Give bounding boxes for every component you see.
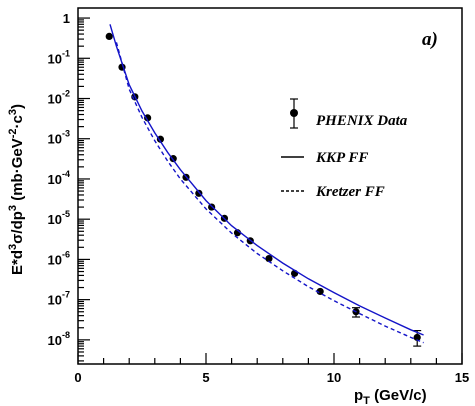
x-tick-label: 0 [74, 370, 81, 385]
data-point [105, 32, 113, 40]
data-point [144, 114, 152, 122]
y-tick-label: 10-6 [48, 249, 70, 267]
y-tick-label: 10-2 [48, 89, 70, 107]
data-point [265, 254, 273, 263]
x-axis-title: pT (GeV/c) [354, 387, 427, 406]
plot-frame [77, 7, 463, 365]
legend-data-label: PHENIX Data [316, 113, 408, 129]
y-tick-label: 10-3 [48, 129, 70, 147]
legend-kkp-label: KKP FF [315, 150, 368, 166]
y-axis: 1 10-1 10-2 10-3 10-4 10-5 10-6 10-7 10-8 [48, 11, 90, 362]
y-tick-label: 10-4 [48, 169, 70, 187]
panel-label: a) [422, 29, 438, 50]
y-axis-title: E*d3σ/dp3 (mb·GeV-2·c3) [7, 104, 26, 275]
data-point [316, 287, 324, 296]
legend-data-marker [290, 109, 298, 117]
data-point [413, 333, 421, 342]
y-tick-label: 10-7 [48, 290, 70, 308]
y-tick-label: 10-8 [48, 330, 70, 348]
x-tick-label: 15 [455, 370, 469, 385]
x-tick-label: 10 [327, 370, 341, 385]
legend: PHENIX Data KKP FF Kretzer FF [281, 98, 408, 200]
kkp-ff-curve [109, 24, 424, 336]
y-tick-label: 10-5 [48, 209, 70, 227]
kretzer-ff-curve [115, 42, 424, 344]
x-axis: 0 5 10 15 [74, 353, 469, 385]
x-tick-label: 5 [202, 370, 209, 385]
legend-kretzer-label: Kretzer FF [315, 184, 385, 200]
series-layer [105, 24, 424, 347]
y-tick-label: 1 [63, 11, 70, 26]
y-tick-label: 10-1 [48, 48, 70, 66]
